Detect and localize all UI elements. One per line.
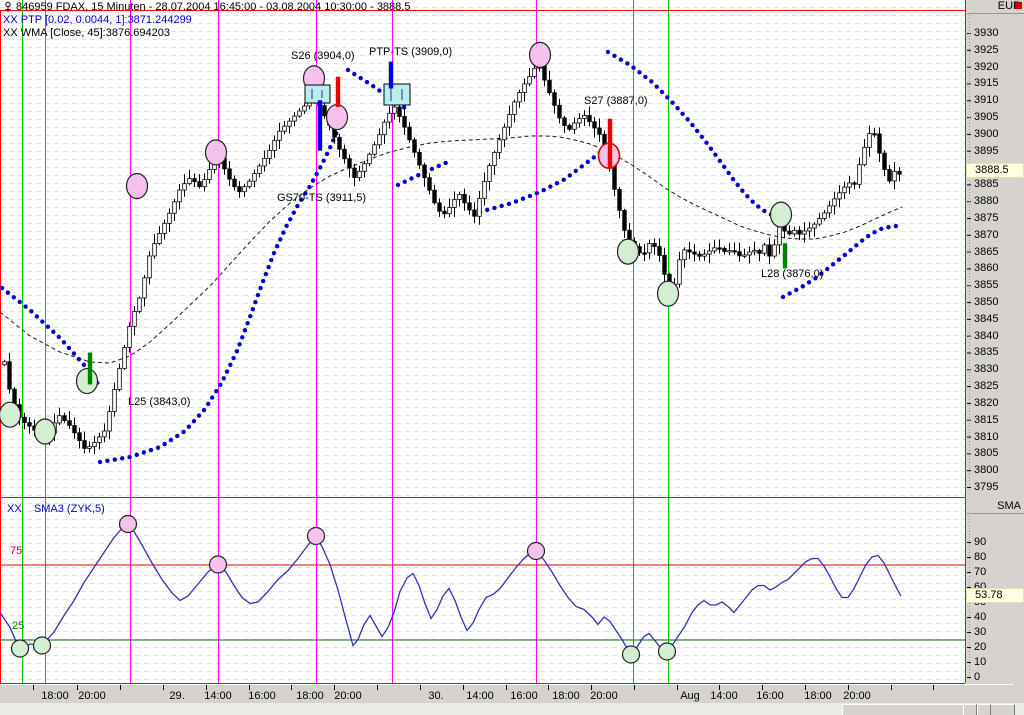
oscillator-tick-label: 80 [974, 551, 987, 563]
time-label: 18:00 [296, 690, 324, 702]
chart-annotation[interactable]: GS70-TS (3911,5) [277, 192, 367, 204]
oscillator-tick-label: 10 [974, 656, 987, 668]
oscillator-tick-label: 90 [974, 536, 987, 548]
price-tick-label: 3885 [974, 178, 999, 191]
wma-indicator-legend[interactable]: XX WMA [Close, 45]:3876.694203 [3, 27, 170, 39]
price-tick-label: 3800 [974, 464, 999, 477]
time-label: 16:00 [756, 690, 784, 702]
price-tick-label: 3930 [974, 27, 999, 39]
chart-annotation[interactable]: S26 (3904,0) [291, 50, 355, 62]
price-tick-label: 3895 [974, 144, 999, 157]
price-tick-label: 3840 [974, 329, 999, 342]
price-tick-label: 3860 [974, 262, 999, 275]
corner-marker [1015, 2, 1022, 9]
pane-split-button[interactable] [963, 704, 977, 715]
price-tick-label: 3920 [974, 60, 999, 73]
wma-indicator-label: WMA [Close, 45]:3876.694203 [20, 27, 170, 39]
oscillator-tick-label: 30 [974, 626, 987, 638]
price-tick-label: 3865 [974, 245, 999, 258]
time-label: 20:00 [334, 690, 362, 702]
time-label: 16:00 [510, 690, 538, 702]
time-label: 14:00 [204, 690, 232, 702]
chart-annotation[interactable]: S27 (3887,0) [584, 95, 648, 107]
pane-split-button-2[interactable] [977, 704, 991, 715]
oscillator-title: SMA3 (ZYK,5) [33, 503, 105, 515]
chart-annotation[interactable]: PTP-TS (3909,0) [369, 46, 453, 58]
price-tick-label: 3830 [974, 363, 999, 376]
current-oscillator-tag: 53.78 [966, 588, 1024, 603]
time-label: 14:00 [466, 690, 494, 702]
price-tick-label: 3875 [974, 211, 999, 224]
price-tick-label: 3910 [974, 94, 999, 107]
price-tick-label: 3925 [974, 43, 999, 56]
ptp-indicator-label: PTP [0.02, 0.0044, 1]:3871.244299 [20, 14, 192, 26]
price-tick-label: 3810 [974, 430, 999, 443]
time-label: 29. [169, 690, 185, 702]
oscillator-tick-label: 70 [974, 566, 987, 578]
time-label: 30. [428, 690, 444, 702]
price-tick-label: 3880 [974, 195, 999, 208]
oscillator-tick-label: 40 [974, 611, 987, 623]
ptp-toggle-icon[interactable]: XX [3, 14, 18, 26]
time-label: 18:00 [552, 690, 580, 702]
ptp-indicator-legend[interactable]: XX PTP [0.02, 0.0044, 1]:3871.244299 [3, 14, 192, 26]
price-tick-label: 3850 [974, 296, 999, 309]
price-tick-label: 3870 [974, 228, 999, 241]
price-tick-label: 3820 [974, 396, 999, 409]
time-label: 20:00 [78, 690, 106, 702]
current-price-tag: 3888.5 [966, 163, 1024, 178]
oscillator-tick-label: 20 [974, 641, 987, 653]
threshold-25-label: 25 [12, 620, 25, 632]
time-label: Aug [680, 690, 700, 702]
chart-annotation[interactable]: L28 (3876,0) [761, 268, 824, 280]
oscillator-toggle-icon[interactable]: XX [7, 503, 22, 515]
oscillator-axis-title: SMA [967, 500, 1024, 514]
oscillator-tick-label: 0 [974, 671, 981, 683]
chart-title: 846959 FDAX, 15 Minuten - 28.07.2004 16:… [16, 1, 411, 13]
price-tick-label: 3825 [974, 380, 999, 393]
oscillator-legend[interactable]: XX SMA3 (ZYK,5) [7, 503, 105, 515]
time-label: 18:00 [41, 690, 69, 702]
time-label: 20:00 [590, 690, 618, 702]
wma-toggle-icon[interactable]: XX [3, 27, 18, 39]
price-tick-label: 3845 [974, 312, 999, 325]
time-label: 16:00 [248, 690, 276, 702]
threshold-75-label: 75 [10, 545, 23, 557]
price-tick-label: 3900 [974, 127, 999, 140]
price-tick-label: 3855 [974, 279, 999, 292]
price-tick-label: 3795 [974, 481, 999, 493]
horizontal-scrollbar-thumb[interactable] [842, 704, 1015, 715]
time-label: 14:00 [710, 690, 738, 702]
price-tick-label: 3815 [974, 413, 999, 426]
time-label: 20:00 [843, 690, 871, 702]
time-label: 18:00 [804, 690, 832, 702]
price-tick-label: 3905 [974, 111, 999, 124]
price-tick-label: 3915 [974, 77, 999, 90]
price-tick-label: 3805 [974, 447, 999, 460]
chart-annotation[interactable]: L25 (3843,0) [128, 396, 191, 408]
price-tick-label: 3835 [974, 346, 999, 359]
